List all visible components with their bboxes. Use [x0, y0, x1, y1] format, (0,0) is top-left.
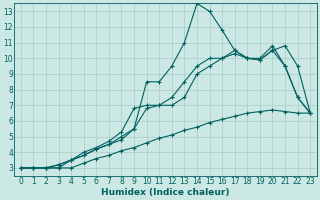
X-axis label: Humidex (Indice chaleur): Humidex (Indice chaleur) — [101, 188, 230, 197]
